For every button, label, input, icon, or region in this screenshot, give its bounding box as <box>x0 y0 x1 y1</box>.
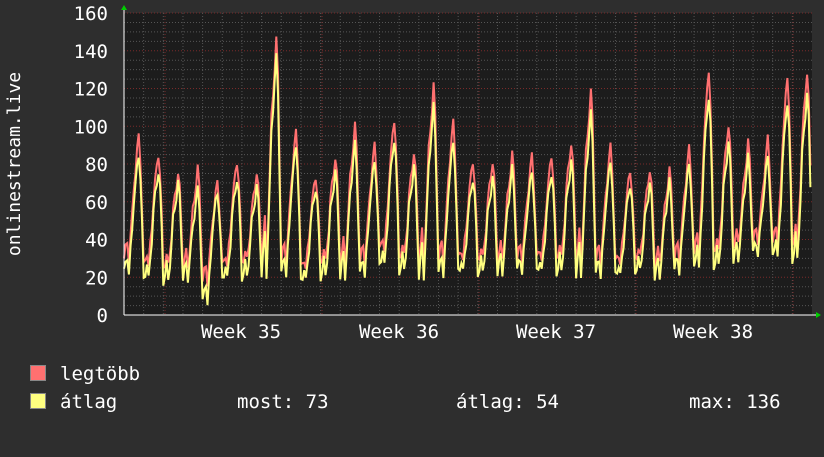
y-tick-label: 80 <box>85 154 108 176</box>
legend-item-legtobb: legtöbb <box>30 363 140 429</box>
legend-label-atlag: átlag <box>60 391 118 413</box>
series-group <box>123 36 812 306</box>
y-tick-label: 140 <box>74 41 108 63</box>
legend-swatch-atlag <box>30 393 46 409</box>
x-axis-arrow <box>816 312 821 318</box>
stat-most: most: 73 <box>237 391 329 413</box>
x-tick-label: Week 37 <box>516 321 596 340</box>
y-axis-arrow <box>121 5 127 10</box>
grid <box>124 12 812 316</box>
y-tick-label: 120 <box>74 79 108 101</box>
x-tick-labels: Week 35 Week 36 Week 37 Week 38 <box>201 321 753 340</box>
x-tick-label: Week 36 <box>359 321 439 340</box>
legend-item-atlag: átlag <box>30 391 117 457</box>
legend-label-legtobb: legtöbb <box>60 363 141 385</box>
stat-max: max: 136 <box>689 391 781 413</box>
axes <box>121 5 821 318</box>
x-tick-label: Week 35 <box>201 321 281 340</box>
y-tick-label: 40 <box>85 230 108 252</box>
y-tick-labels: 0 20 40 60 80 100 120 140 160 <box>74 3 108 327</box>
y-tick-label: 60 <box>85 192 108 214</box>
y-tick-label: 20 <box>85 267 108 289</box>
y-tick-label: 160 <box>74 3 108 25</box>
stat-atlag: átlag: 54 <box>456 391 559 413</box>
y-tick-label: 0 <box>97 305 108 327</box>
y-tick-label: 100 <box>74 116 108 138</box>
legend-swatch-legtobb <box>30 365 46 381</box>
y-axis-label: onlinestream.live <box>4 72 25 256</box>
x-tick-label: Week 38 <box>673 321 753 340</box>
series-line-atlag <box>123 53 812 306</box>
